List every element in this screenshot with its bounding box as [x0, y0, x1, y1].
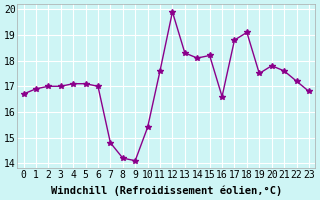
X-axis label: Windchill (Refroidissement éolien,°C): Windchill (Refroidissement éolien,°C): [51, 185, 282, 196]
